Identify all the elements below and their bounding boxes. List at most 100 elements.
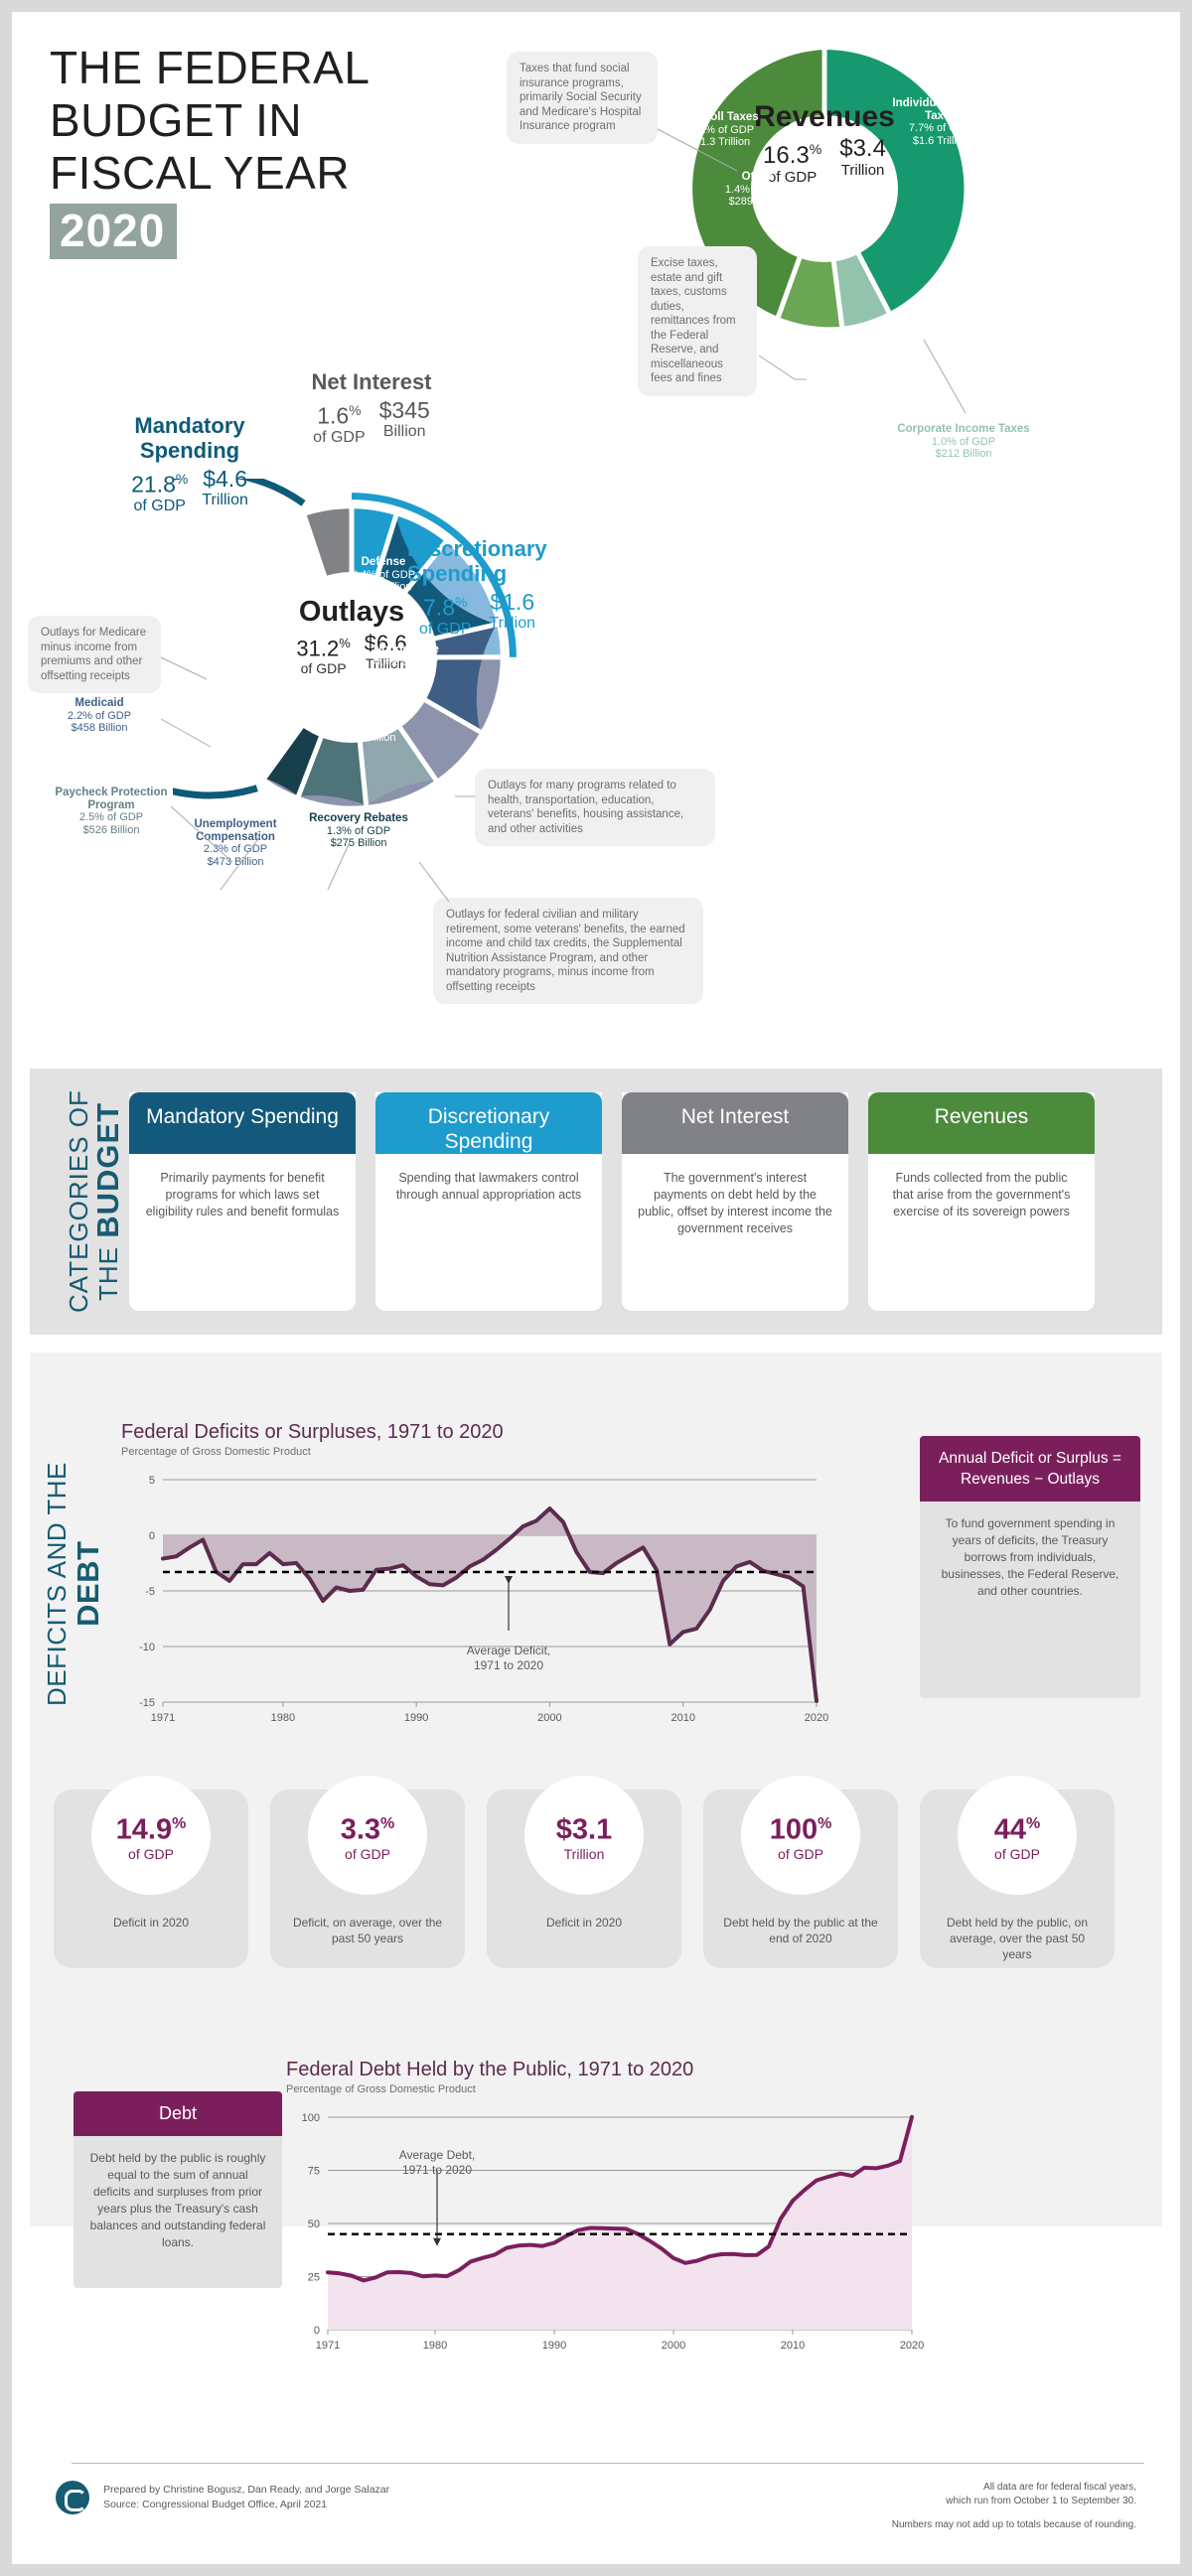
stat-caption: Debt held by the public at the end of 20… xyxy=(723,1916,878,1945)
segment-pct: 2.3% of GDP xyxy=(203,843,268,855)
stat-card-avg-deficit-50yr: 3.3% of GDP Deficit, on average, over th… xyxy=(270,1776,465,1968)
title-line-1: THE FEDERAL xyxy=(50,42,371,93)
debt-chart-title: Federal Debt Held by the Public, 1971 to… xyxy=(286,2059,694,2080)
revenues-center-amount-sub: Trillion xyxy=(840,162,885,179)
svg-text:0: 0 xyxy=(149,1530,155,1542)
debt-chart-svg: 100 75 50 25 0 1971 1980 1990 2000 2010 2020 Averag… xyxy=(302,2112,925,2352)
segment-name: Payroll Taxes xyxy=(685,111,759,123)
stat-sub: Trillion xyxy=(563,1845,605,1862)
debt-chart-subtitle: Percentage of Gross Domestic Product xyxy=(286,2083,476,2095)
stat-caption: Deficit in 2020 xyxy=(545,1916,623,1930)
stat-unit: % xyxy=(380,1815,395,1833)
segment-pct: 3.7% of GDP xyxy=(181,649,246,662)
outlay-segment-medicaid: Medicaid 2.2% of GDP $458 Billion xyxy=(38,697,161,735)
outlays-center-title: Outlays xyxy=(298,596,405,628)
stat-card-avg-debt-50yr: 44% of GDP Debt held by the public, on a… xyxy=(920,1776,1115,1968)
revenues-center-title: Revenues xyxy=(754,100,895,133)
deficits-chart-title: Federal Deficits or Surpluses, 1971 to 2… xyxy=(121,1421,504,1443)
stat-sub: of GDP xyxy=(778,1845,823,1862)
segment-amount: $1.3 Trillion xyxy=(693,136,751,148)
footer-source: Source: Congressional Budget Office, Apr… xyxy=(103,2499,328,2510)
infographic-canvas: THE FEDERAL BUDGET IN FISCAL YEAR 2020 R… xyxy=(12,12,1180,2564)
net-interest-label: Net Interest xyxy=(311,369,432,394)
svg-text:5: 5 xyxy=(149,1475,155,1487)
segment-amount: $714 Billion xyxy=(355,581,412,593)
debt-sidebox: Debt Debt held by the public is roughly … xyxy=(74,2091,282,2288)
stat-circle: 3.3% of GDP xyxy=(308,1776,427,1895)
svg-text:2020: 2020 xyxy=(900,2340,924,2352)
stat-caption: Deficit, on average, over the past 50 ye… xyxy=(292,1916,443,1945)
footer-credits: Prepared by Christine Bogusz, Dan Ready,… xyxy=(103,2483,389,2512)
segment-name: Recovery Rebates xyxy=(309,812,408,824)
outlay-segment-paycheck-protection-program: Paycheck Protection Program 2.5% of GDP … xyxy=(52,787,171,836)
discretionary-amount: $1.6 xyxy=(490,589,535,615)
footer: Prepared by Christine Bogusz, Dan Ready,… xyxy=(30,2463,1162,2548)
discretionary-spending-headline: Discretionary Spending 7.8% of GDP $1.6 … xyxy=(407,536,616,639)
revenues-center-pct: 16.3 xyxy=(763,142,810,169)
stat-value: 100 xyxy=(769,1813,819,1846)
revenues-center-label: Revenues 16.3% of GDP $3.4 Trillion xyxy=(707,100,942,187)
callout-payroll-taxes: Taxes that fund social insurance program… xyxy=(507,52,658,144)
category-card-title: Revenues xyxy=(868,1092,1095,1154)
outlays-center-pct-sub: of GDP xyxy=(300,660,347,677)
segment-name: Unemployment Compensation xyxy=(194,818,277,843)
stat-value: $3.1 xyxy=(555,1813,613,1846)
stat-value: 14.9 xyxy=(115,1813,173,1846)
svg-text:1971: 1971 xyxy=(151,1712,175,1724)
net-interest-amount: $345 xyxy=(378,397,430,423)
svg-text:2010: 2010 xyxy=(670,1712,694,1724)
category-card-title: Net Interest xyxy=(622,1092,848,1154)
stat-unit: % xyxy=(1026,1815,1041,1833)
category-card-net-interest[interactable]: Net Interest The government's interest p… xyxy=(622,1092,848,1311)
footer-prepared: Prepared by Christine Bogusz, Dan Ready,… xyxy=(103,2484,390,2496)
category-card-discretionary-spending[interactable]: Discretionary Spending Spending that law… xyxy=(375,1092,602,1311)
outlays-center-amount: $6.6 xyxy=(364,631,407,655)
revenue-segment-corporate-income-taxes: Corporate Income Taxes 1.0% of GDP $212 … xyxy=(886,423,1041,461)
title-line-3: FISCAL YEAR xyxy=(50,147,351,199)
stat-circle: 14.9% of GDP xyxy=(91,1776,211,1895)
category-card-mandatory-spending[interactable]: Mandatory Spending Primarily payments fo… xyxy=(129,1092,356,1311)
revenues-donut-chart xyxy=(692,49,965,328)
outlay-segment-defense: Defense 3.4% of GDP $714 Billion xyxy=(330,556,437,594)
discretionary-pct: 7.8 xyxy=(423,594,455,621)
net-interest-amount-sub: Billion xyxy=(382,423,426,440)
svg-text:1990: 1990 xyxy=(542,2340,566,2352)
discretionary-amount-sub: Trillion xyxy=(489,615,535,632)
svg-text:-5: -5 xyxy=(145,1586,155,1598)
svg-text:50: 50 xyxy=(308,2218,320,2230)
title-line-2: BUDGET IN xyxy=(50,94,303,146)
segment-pct: 1.0% of GDP xyxy=(931,435,996,448)
stat-caption: Deficit in 2020 xyxy=(112,1916,190,1930)
net-interest-headline: Net Interest 1.6% of GDP $345 Billion xyxy=(282,369,461,447)
category-card-body: Primarily payments for benefit programs … xyxy=(145,1171,340,1218)
footer-notes: All data are for federal fiscal years, w… xyxy=(892,2481,1136,2532)
categories-section: CATEGORIES OF THE BUDGET Mandatory Spend… xyxy=(30,1069,1162,1335)
svg-text:2000: 2000 xyxy=(662,2340,685,2352)
svg-text:75: 75 xyxy=(308,2166,320,2178)
outlay-segment-other: Other 4.7% of GDP $988 Billion xyxy=(316,707,419,745)
segment-name: Social Security xyxy=(222,536,305,548)
segment-name: Other xyxy=(352,707,383,719)
segment-name: Individual Income Taxes xyxy=(892,97,989,122)
revenues-center-amount: $3.4 xyxy=(839,135,886,162)
title-year: 2020 xyxy=(50,204,178,259)
category-card-revenues[interactable]: Revenues Funds collected from the public… xyxy=(868,1092,1095,1311)
outlay-segment-nondefense: Nondefense 4.4% of GDP $914 Billion xyxy=(354,644,459,681)
segment-amount: $526 Billion xyxy=(82,823,140,836)
svg-text:2010: 2010 xyxy=(781,2340,805,2352)
svg-text:1980: 1980 xyxy=(271,1712,295,1724)
segment-pct: 4.4% of GDP xyxy=(373,655,439,668)
segment-pct: 6.2% of GDP xyxy=(689,123,755,136)
segment-pct: 2.2% of GDP xyxy=(67,709,132,722)
segment-amount: $289 Billion xyxy=(728,196,786,208)
svg-text:1971 to 2020: 1971 to 2020 xyxy=(474,1658,543,1672)
outlay-segment-social-security: Social Security 5.2% of GDP $1.1 Trillio… xyxy=(209,536,318,574)
stat-value: 3.3 xyxy=(340,1813,381,1846)
mandatory-pct-sub: of GDP xyxy=(133,497,186,514)
segment-amount: $473 Billion xyxy=(207,855,264,868)
segment-name: Defense xyxy=(361,556,406,568)
outlay-segment-unemployment-compensation: Unemployment Compensation 2.3% of GDP $4… xyxy=(167,818,304,868)
svg-text:1971 to 2020: 1971 to 2020 xyxy=(402,2163,472,2177)
revenue-leader-lines xyxy=(657,128,967,414)
svg-text:1971: 1971 xyxy=(316,2340,340,2352)
